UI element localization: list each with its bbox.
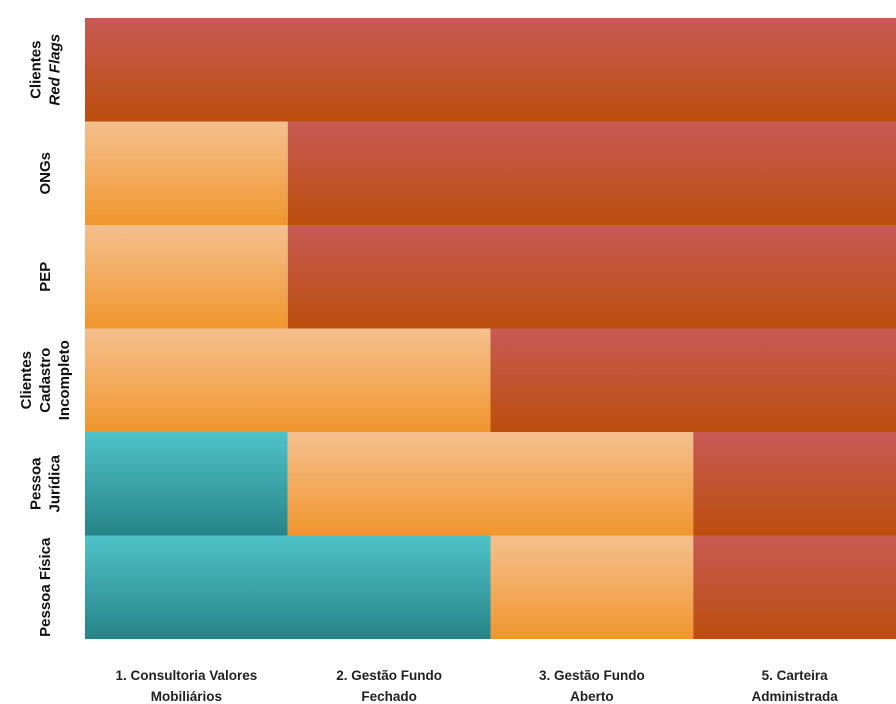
- heatmap-cell-low-row4-col0: [85, 432, 288, 536]
- row-label-line: Clientes: [18, 351, 35, 409]
- row-label-line: Red Flags: [47, 34, 64, 106]
- heatmap-cell-medium-row1-col0: [85, 121, 288, 225]
- row-label: ONGs: [37, 152, 54, 195]
- heatmap-cell-medium-row3-col0: [85, 328, 491, 432]
- heatmap-cell-high-row1-col1: [287, 121, 896, 225]
- column-label-line: Administrada: [751, 689, 838, 704]
- heatmap-cell-low-row5-col0: [85, 535, 491, 639]
- row-label: Clientes Red Flags: [28, 34, 64, 106]
- row-label: PEP: [37, 262, 54, 292]
- column-label: 3. Gestão Fundo Aberto: [539, 668, 645, 704]
- column-label-line: 5. Carteira: [762, 668, 829, 683]
- column-label-line: Fechado: [361, 689, 417, 704]
- column-label-line: Mobiliários: [151, 689, 222, 704]
- heatmap-cell-medium-row4-col1: [287, 432, 694, 536]
- heatmap-cells: [85, 18, 896, 639]
- row-label-line: Jurídica: [47, 454, 64, 512]
- column-label: 2. Gestão Fundo Fechado: [336, 668, 442, 704]
- column-label-line: 3. Gestão Fundo: [539, 668, 645, 683]
- heatmap-cell-high-row3-col2: [490, 328, 896, 432]
- heatmap-cell-high-row5-col3: [693, 535, 896, 639]
- row-label-line: Clientes: [28, 41, 45, 99]
- heatmap-cell-high-row0-col0: [85, 18, 896, 122]
- row-label-line: ONGs: [37, 152, 54, 195]
- heatmap-cell-medium-row5-col2: [490, 535, 694, 639]
- row-label-line: Cadastro: [37, 348, 54, 413]
- column-label-line: 2. Gestão Fundo: [336, 668, 442, 683]
- row-label: Clientes Cadastro Incompleto: [18, 340, 73, 420]
- row-label-line: Incompleto: [56, 340, 73, 420]
- heatmap-cell-medium-row2-col0: [85, 225, 288, 329]
- row-label: Pessoa Jurídica: [28, 454, 64, 512]
- column-label: 5. Carteira Administrada: [751, 668, 838, 704]
- column-label-line: Aberto: [570, 689, 614, 704]
- row-label-line: Pessoa Física: [37, 537, 54, 637]
- column-labels: 1. Consultoria Valores Mobiliários 2. Gest…: [115, 668, 838, 704]
- heatmap-cell-high-row4-col3: [693, 432, 896, 536]
- heatmap-cell-high-row2-col1: [287, 225, 896, 329]
- column-label: 1. Consultoria Valores Mobiliários: [115, 668, 257, 704]
- column-label-line: 1. Consultoria Valores: [115, 668, 257, 683]
- row-label-line: Pessoa: [28, 457, 45, 510]
- row-label: Pessoa Física: [37, 537, 54, 637]
- row-label-line: PEP: [37, 262, 54, 292]
